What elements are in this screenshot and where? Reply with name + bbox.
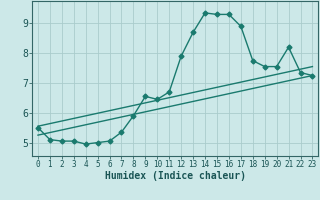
X-axis label: Humidex (Indice chaleur): Humidex (Indice chaleur) (105, 171, 246, 181)
